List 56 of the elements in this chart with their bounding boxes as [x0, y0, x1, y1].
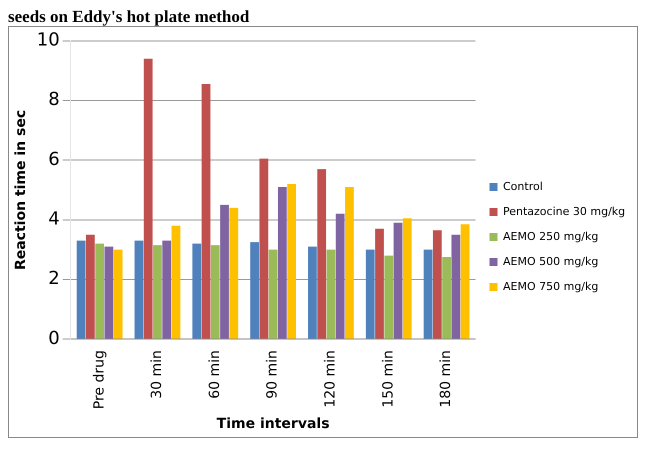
legend-label: Pentazocine 30 mg/kg: [503, 204, 626, 218]
bar: [442, 257, 451, 339]
x-axis-title: Time intervals: [216, 416, 330, 432]
x-tick-label: 30 min: [149, 350, 166, 399]
bar: [114, 250, 123, 339]
bar: [326, 250, 336, 339]
bar: [153, 245, 162, 339]
bar: [287, 184, 296, 339]
x-tick-label: 150 min: [380, 350, 396, 408]
legend-label: AEMO 750 mg/kg: [503, 280, 598, 293]
bar: [259, 158, 268, 339]
x-tick-label: 120 min: [322, 350, 339, 408]
bar: [210, 245, 220, 339]
bar: [451, 234, 460, 339]
bar: [366, 250, 375, 339]
bar: [345, 186, 354, 339]
y-axis-title: Reaction time in sec: [13, 110, 30, 270]
legend-label: AEMO 250 mg/kg: [503, 230, 598, 243]
bar: [95, 244, 104, 339]
bar: [308, 246, 317, 339]
bar: [220, 204, 229, 339]
y-tick-label: 6: [48, 148, 60, 170]
x-tick-label: 180 min: [438, 350, 454, 408]
y-tick-label: 10: [36, 29, 60, 50]
bar: [384, 256, 394, 339]
x-tick-label: Pre drug: [91, 350, 108, 410]
bar: [229, 208, 238, 339]
bar: [144, 58, 153, 339]
bar: [192, 244, 202, 339]
bar: [76, 240, 86, 339]
bar: [202, 84, 210, 339]
legend-label: AEMO 500 mg/kg: [503, 254, 598, 268]
bar: [336, 214, 345, 339]
bar: [394, 222, 402, 339]
bar: [104, 246, 114, 339]
legend-label: Control: [503, 180, 543, 193]
bar: [250, 242, 259, 339]
bar: [375, 228, 384, 339]
bar: [134, 240, 144, 339]
bar: [424, 250, 432, 339]
x-tick-label: 90 min: [264, 350, 281, 399]
bar: [162, 240, 172, 339]
y-tick-label: 4: [48, 208, 60, 230]
bar: [432, 230, 442, 339]
y-tick-label: 2: [48, 268, 60, 290]
y-tick-label: 8: [48, 89, 60, 110]
bar: [460, 224, 470, 339]
bar: [402, 218, 412, 339]
bar: [86, 234, 95, 339]
bar: [172, 226, 180, 339]
chart-title: seeds on Eddy's hot plate method: [8, 7, 250, 26]
x-tick-label: 60 min: [206, 350, 223, 399]
y-tick-label: 0: [48, 328, 60, 349]
bar: [278, 186, 287, 339]
bar: [268, 250, 278, 339]
bar: [317, 169, 326, 339]
